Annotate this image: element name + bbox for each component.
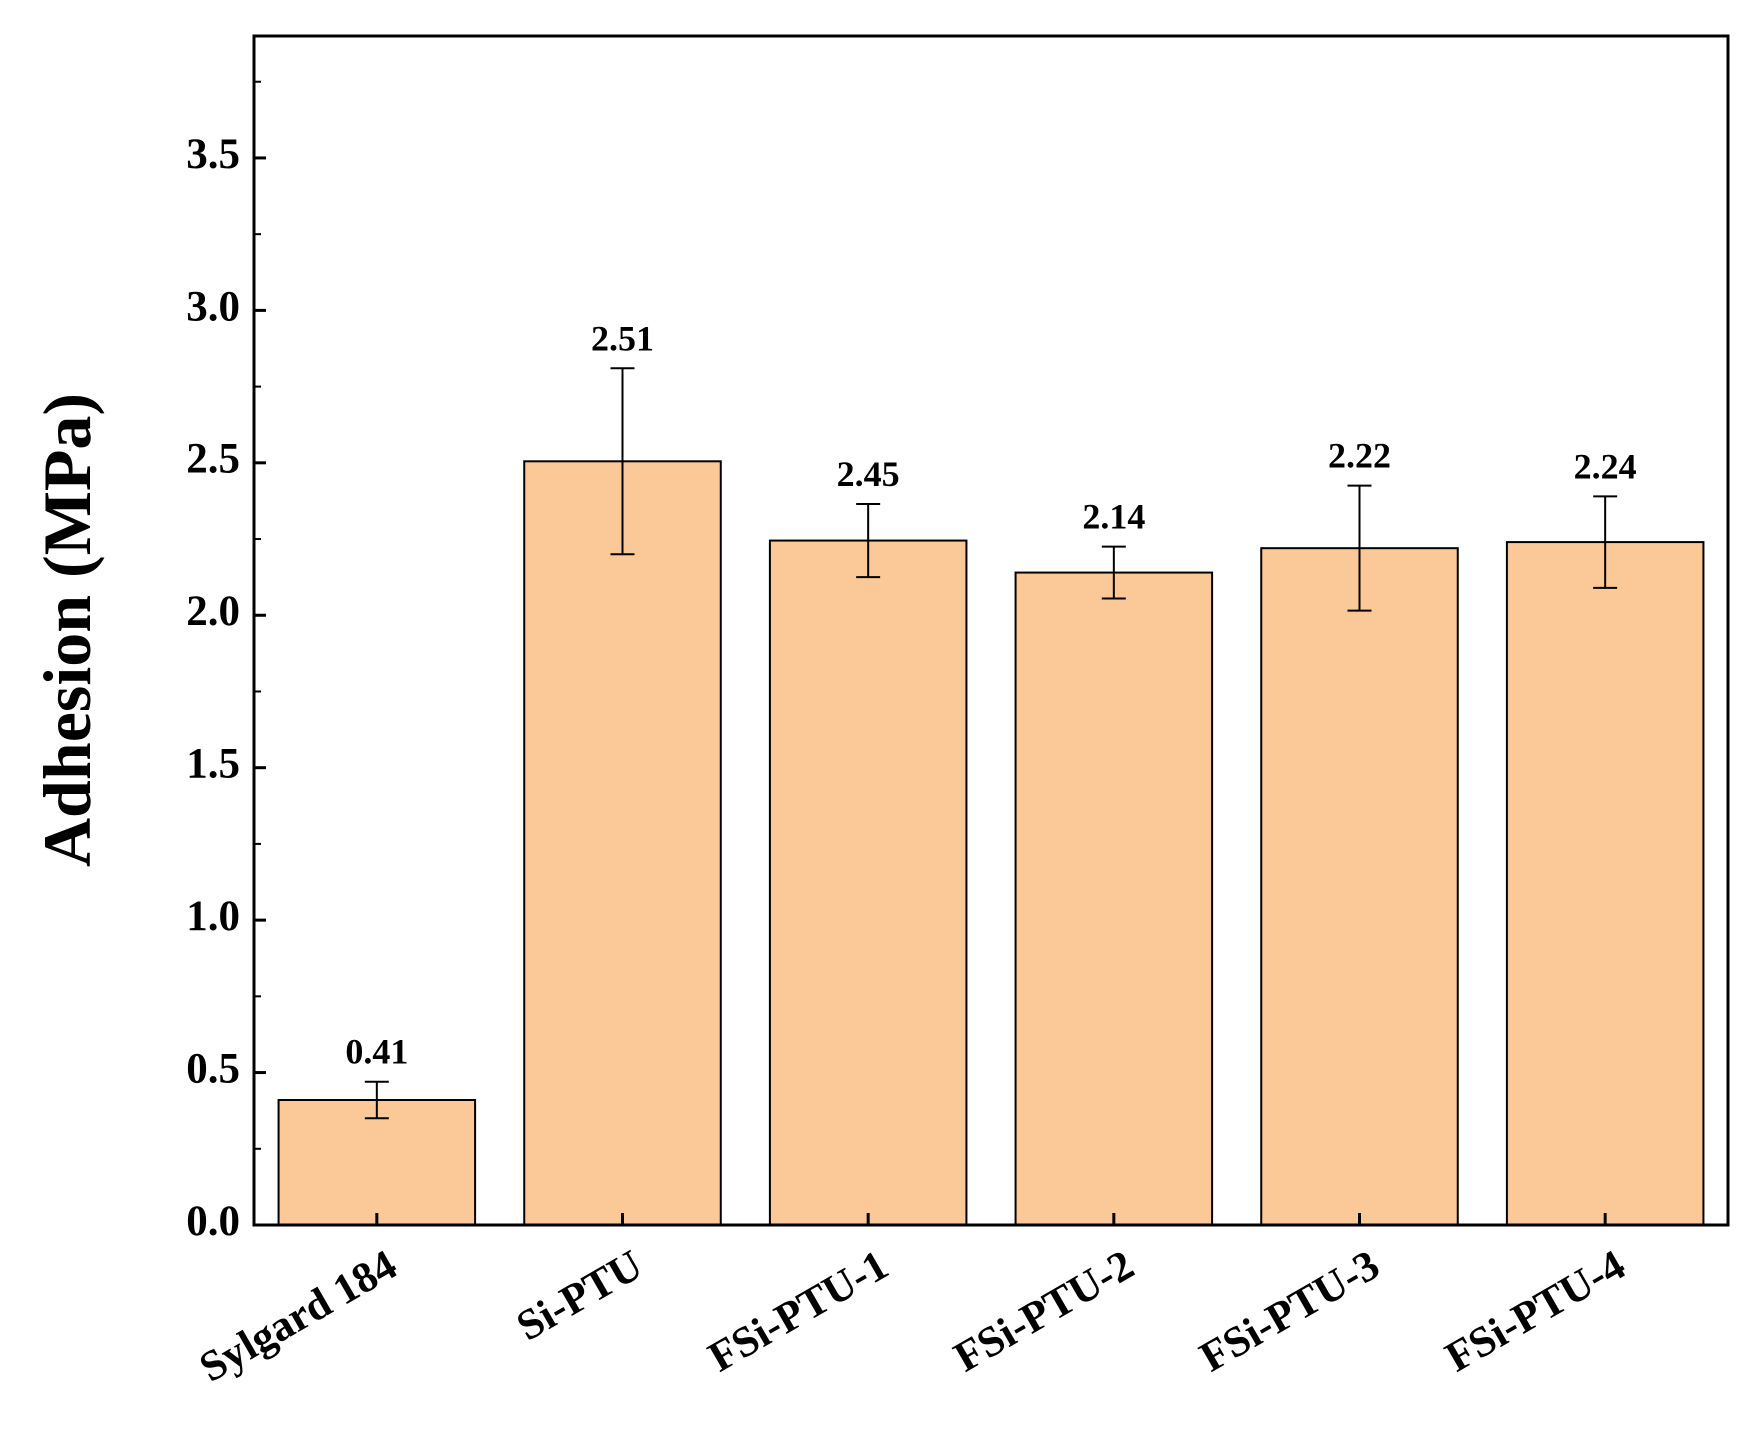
x-tick-label: FSi-PTU-4 <box>1438 1242 1633 1382</box>
x-tick-label: FSi-PTU-3 <box>1192 1242 1387 1382</box>
value-label: 2.14 <box>1082 497 1145 537</box>
bar <box>1014 571 1214 1226</box>
value-label: 2.24 <box>1574 446 1637 486</box>
bar <box>1505 541 1705 1226</box>
bar <box>768 539 968 1226</box>
value-label: 0.41 <box>345 1032 408 1072</box>
y-tick-label: 0.0 <box>186 1198 240 1245</box>
y-tick-label: 1.5 <box>186 741 240 788</box>
x-tick-label: Si-PTU <box>509 1242 650 1351</box>
x-tick-label: Sylgard 184 <box>192 1242 405 1392</box>
x-tick-label: FSi-PTU-1 <box>701 1242 896 1382</box>
value-label: 2.51 <box>591 318 654 358</box>
y-tick-label: 2.5 <box>186 436 240 483</box>
y-tick-label: 3.5 <box>186 131 240 178</box>
value-label: 2.45 <box>837 454 900 494</box>
y-tick-label: 3.0 <box>186 283 240 330</box>
bar <box>1260 547 1459 1226</box>
x-tick-label: FSi-PTU-2 <box>947 1242 1142 1382</box>
y-tick-label: 0.5 <box>186 1045 240 1092</box>
y-tick-label: 1.0 <box>186 893 240 940</box>
value-label: 2.22 <box>1328 436 1391 476</box>
plot-frame <box>252 34 1730 1227</box>
bar <box>523 460 722 1226</box>
y-tick-label: 2.0 <box>186 588 240 635</box>
y-axis-label: Adhesion (MPa) <box>29 393 105 867</box>
